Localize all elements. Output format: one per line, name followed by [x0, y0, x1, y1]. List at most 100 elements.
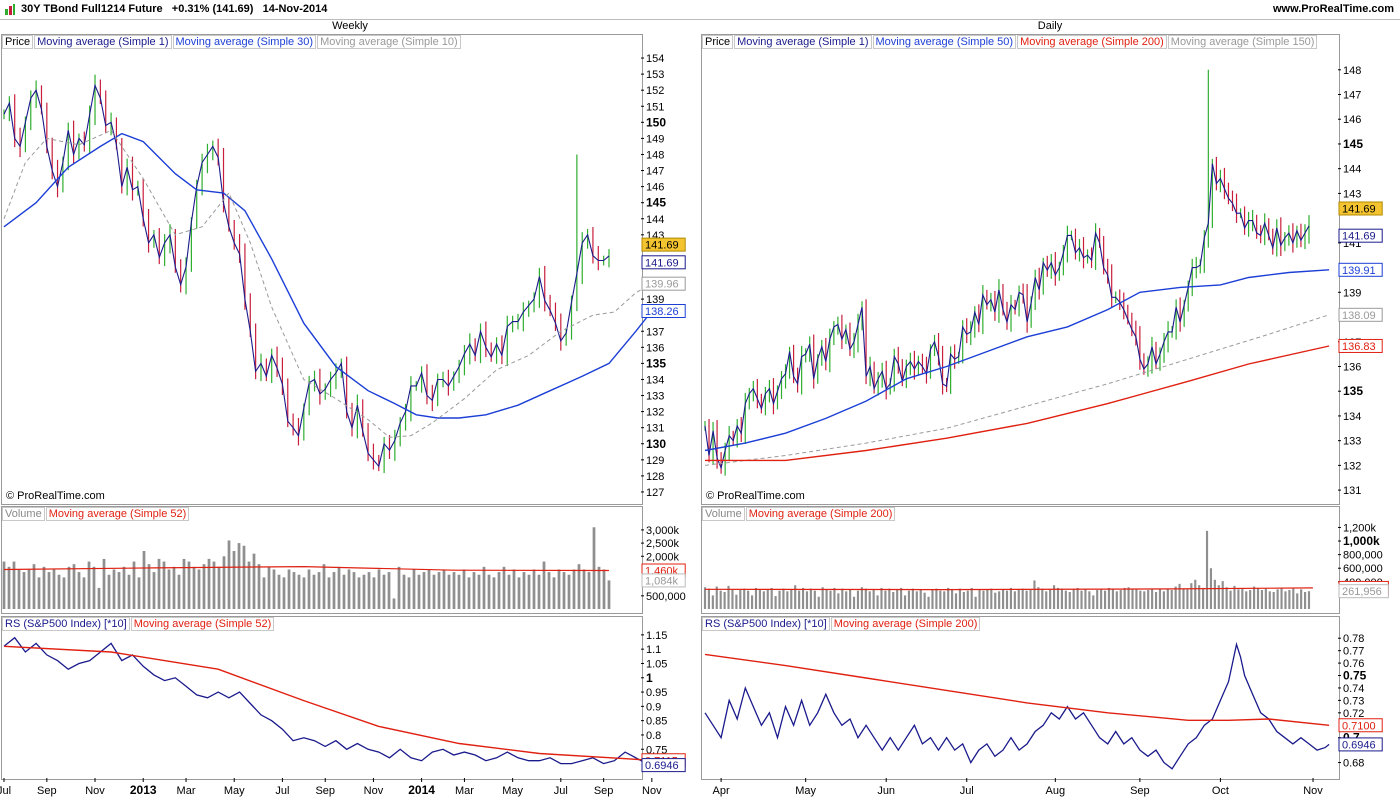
weekly-volume-bar: [267, 566, 271, 609]
daily-volume-bar: [1115, 591, 1118, 609]
daily-volume-bar: [1166, 588, 1169, 609]
weekly-volume-bar: [322, 564, 326, 609]
weekly-volume-bar: [477, 574, 481, 609]
chart-header: 30Y TBond Full1214 Future +0.31% (141.69…: [0, 0, 1400, 20]
daily-volume-bar: [809, 588, 812, 609]
daily-price-panel[interactable]: Price Moving average (Simple 1) Moving ave…: [701, 34, 1340, 505]
daily-volume-bar: [1021, 588, 1024, 609]
weekly-volume-bar: [327, 577, 331, 609]
daily-rs-y-tick-label: 0.72: [1343, 708, 1364, 720]
daily-volume-bar: [1013, 591, 1016, 609]
legend-rs: RS (S&P500 Index) [*10]: [2, 617, 130, 631]
daily-volume-bar: [903, 595, 907, 609]
daily-volume-bar: [770, 587, 773, 609]
daily-volume-bar: [1033, 580, 1036, 609]
weekly-rs-y-tick-label: 1.05: [646, 658, 667, 670]
daily-volume-bar: [1005, 590, 1009, 609]
daily-volume-bar: [1241, 588, 1244, 609]
instrument-name: 30Y TBond Full1214 Future: [21, 3, 163, 15]
daily-volume-bar: [900, 587, 903, 609]
daily-volume-bar: [880, 587, 883, 609]
daily-price-y-tick-label: 135: [1343, 384, 1363, 398]
daily-volume-bar: [1088, 591, 1091, 609]
copyright: © ProRealTime.com: [706, 490, 805, 502]
daily-volume-bar: [1198, 585, 1201, 609]
daily-price-y-tick-label: 144: [1343, 164, 1361, 176]
weekly-volume-bar: [487, 574, 491, 609]
daily-volume-ma-line: [704, 587, 1313, 591]
daily-volume-bar: [1072, 589, 1075, 609]
daily-volume-bar: [849, 589, 852, 609]
daily-rs-y-tick-label: 0.76: [1343, 658, 1364, 670]
website-link[interactable]: www.ProRealTime.com: [1272, 3, 1394, 15]
daily-rs-y-tick-label: 0.74: [1343, 683, 1364, 695]
legend-ma-simple-1: Moving average (Simple 1): [34, 35, 172, 49]
daily-volume-bar: [841, 588, 844, 609]
daily-volume-bar: [958, 588, 962, 609]
weekly-volume-bar: [352, 572, 356, 609]
daily-x-tick-label: Jul: [960, 785, 974, 797]
weekly-volume-panel[interactable]: Volume Moving average (Simple 52): [1, 506, 643, 614]
weekly-volume-bar: [117, 572, 121, 609]
daily-ma-last-value-label: 138.09: [1342, 310, 1376, 322]
weekly-volume-bar: [282, 577, 286, 609]
weekly-volume-bar: [342, 574, 346, 609]
daily-volume-bar: [974, 596, 977, 609]
daily-volume-bar: [1009, 587, 1012, 609]
weekly-price-legend: Price Moving average (Simple 1) Moving ave…: [2, 35, 462, 49]
daily-volume-bar: [719, 590, 722, 609]
weekly-volume-bar: [442, 569, 446, 609]
daily-volume-bar: [1280, 587, 1283, 609]
weekly-volume-bar: [132, 561, 136, 609]
weekly-price-y-tick-label: 130: [646, 437, 666, 451]
daily-volume-bar: [735, 594, 738, 609]
weekly-volume-bar: [587, 572, 591, 609]
legend-ma-simple-200: Moving average (Simple 200): [1017, 35, 1167, 49]
weekly-x-tick-label: Mar: [455, 785, 474, 797]
daily-volume-bar: [790, 589, 793, 609]
weekly-x-tick-label: 2014: [408, 783, 435, 797]
weekly-volume-bar: [482, 566, 486, 609]
daily-volume-bar: [813, 590, 816, 609]
weekly-volume-bar: [432, 574, 436, 609]
weekly-volume-bar: [412, 569, 416, 609]
daily-volume-bar: [774, 596, 777, 609]
weekly-x-tick-label: Jul: [275, 785, 289, 797]
weekly-volume-bar: [37, 577, 41, 609]
daily-x-tick-label: Apr: [713, 785, 730, 797]
daily-volume-bar: [1060, 588, 1063, 609]
weekly-volume-bar: [362, 574, 366, 609]
daily-volume-bar: [845, 591, 848, 609]
weekly-rs-y-tick-label: 1.15: [646, 630, 667, 642]
daily-volume-bar: [1107, 587, 1111, 609]
weekly-price-y-tick-label: 139: [646, 294, 664, 306]
daily-volume-bar: [1256, 587, 1260, 609]
daily-volume-bar: [1233, 585, 1236, 609]
weekly-ma-last-value-label: 138.26: [645, 306, 679, 318]
daily-volume-bar: [1123, 587, 1126, 609]
daily-rs-y-tick-label: 0.73: [1343, 695, 1364, 707]
daily-volume-bar: [1245, 591, 1248, 609]
daily-volume-bar: [1300, 589, 1303, 609]
daily-volume-bar: [715, 586, 718, 609]
daily-rs-panel[interactable]: RS (S&P500 Index) [*10] Moving average (S…: [701, 616, 1340, 780]
legend-ma-simple-1: Moving average (Simple 1): [734, 35, 872, 49]
weekly-price-panel[interactable]: Price Moving average (Simple 1) Moving ave…: [1, 34, 643, 505]
weekly-price-y-tick-label: 149: [646, 133, 664, 145]
weekly-price-y-tick-label: 127: [646, 487, 664, 499]
daily-close-last-value-label: 141.69: [1342, 231, 1376, 243]
daily-volume-bar: [1084, 588, 1087, 609]
daily-price-y-tick-label: 145: [1343, 137, 1363, 151]
weekly-volume-bar: [137, 577, 141, 609]
weekly-volume-bar: [462, 569, 466, 609]
weekly-rs-y-tick-label: 0.95: [646, 687, 667, 699]
weekly-x-tick-label: May: [502, 785, 523, 797]
weekly-price-y-tick-label: 151: [646, 101, 664, 113]
weekly-volume-bar: [272, 569, 276, 609]
weekly-rs-y-tick-label: 0.75: [646, 744, 667, 756]
weekly-volume-bar: [312, 574, 316, 609]
instrument-change: +0.31% (141.69): [171, 3, 254, 15]
legend-ma-simple-50: Moving average (Simple 50): [872, 35, 1017, 49]
weekly-volume-bar: [577, 564, 581, 609]
legend-ma-simple-52: Moving average (Simple 52): [45, 507, 190, 521]
